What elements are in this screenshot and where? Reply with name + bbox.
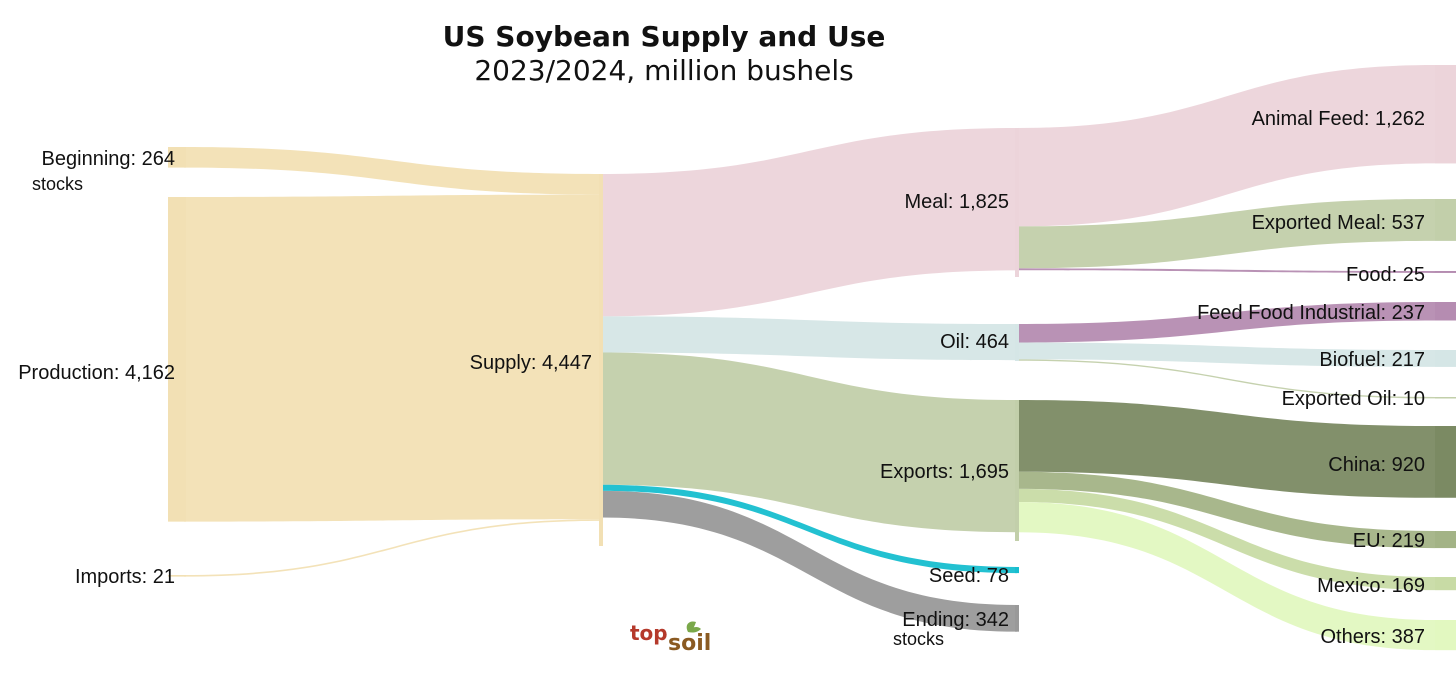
label-exported_meal: Exported Meal: 537 (1252, 212, 1425, 234)
label-exported_oil: Exported Oil: 10 (1282, 388, 1425, 410)
node-beginning (168, 147, 186, 168)
link-supply-meal (601, 128, 1017, 317)
node-china (1435, 426, 1456, 498)
link-imports-supply (184, 519, 601, 577)
node-eu (1435, 531, 1456, 549)
sankey-labels: Beginning: 264 stocks Production: 4,162 Imp… (18, 108, 1425, 649)
link-oil-biofuel (1017, 342, 1435, 367)
sublabel-ending: stocks (893, 629, 944, 649)
link-meal-food (1017, 268, 1435, 273)
node-others (1435, 620, 1456, 651)
node-ending (1015, 605, 1019, 632)
link-supply-exports (601, 352, 1017, 533)
logo-text-top: top (630, 621, 668, 645)
link-exports-mexico (1017, 488, 1435, 591)
chart-subtitle: 2023/2024, million bushels (474, 54, 853, 87)
label-biofuel: Biofuel: 217 (1319, 349, 1425, 371)
link-meal-animal_feed (1017, 65, 1435, 227)
label-meal: Meal: 1,825 (904, 191, 1009, 213)
link-supply-ending (601, 490, 1017, 632)
node-exports (1015, 400, 1019, 541)
link-supply-oil (601, 316, 1017, 361)
node-exported_meal (1435, 199, 1456, 241)
label-mexico: Mexico: 169 (1317, 575, 1425, 597)
node-meal (1015, 128, 1019, 277)
node-exported_oil (1435, 397, 1456, 399)
label-others: Others: 387 (1320, 626, 1425, 648)
label-ffi: Feed Food Industrial: 237 (1197, 302, 1425, 324)
topsoil-logo: top soil (630, 621, 711, 656)
chart-title: US Soybean Supply and Use (443, 20, 886, 53)
node-seed (1015, 567, 1019, 574)
sankey-nodes (168, 65, 1456, 651)
label-seed: Seed: 78 (929, 565, 1009, 587)
link-exports-others (1017, 502, 1435, 651)
label-exports: Exports: 1,695 (880, 461, 1009, 483)
label-ending: Ending: 342 (902, 609, 1009, 631)
link-supply-seed (601, 484, 1017, 574)
sublabel-beginning: stocks (32, 174, 83, 194)
link-exports-china (1017, 400, 1435, 498)
node-mexico (1435, 577, 1456, 591)
link-oil-exported_oil (1017, 359, 1435, 399)
node-food (1435, 271, 1456, 273)
label-production: Production: 4,162 (18, 362, 175, 384)
node-imports (168, 575, 186, 577)
logo-leaf-icon (686, 621, 701, 633)
logo-text-soil: soil (668, 631, 711, 656)
link-production-supply (184, 194, 601, 522)
node-ffi (1435, 302, 1456, 321)
node-biofuel (1435, 350, 1456, 367)
node-production (168, 197, 186, 522)
node-oil (1015, 324, 1019, 361)
link-exports-eu (1017, 471, 1435, 549)
sankey-links (184, 65, 1435, 651)
link-meal-exported_meal (1017, 199, 1435, 269)
label-oil: Oil: 464 (940, 331, 1009, 353)
label-eu: EU: 219 (1353, 530, 1425, 552)
label-food: Food: 25 (1346, 264, 1425, 286)
label-beginning: Beginning: 264 (42, 148, 175, 170)
label-supply: Supply: 4,447 (470, 352, 592, 374)
link-oil-ffi (1017, 302, 1435, 343)
label-animal_feed: Animal Feed: 1,262 (1252, 108, 1425, 130)
node-supply (599, 174, 603, 546)
node-animal_feed (1435, 65, 1456, 164)
link-beginning-supply (184, 147, 601, 195)
label-imports: Imports: 21 (75, 566, 175, 588)
label-china: China: 920 (1328, 454, 1425, 476)
